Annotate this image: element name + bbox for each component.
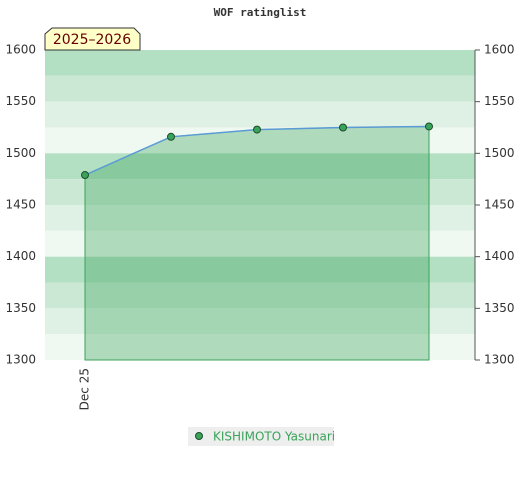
y-tick-label: 1550 [5,94,36,108]
legend-box [188,427,334,446]
y2-tick-label: 1350 [484,301,515,315]
band [45,205,475,231]
band [45,101,475,128]
band [45,75,475,102]
legend-label: KISHIMOTO Yasunari [213,430,335,444]
x-tick-label: Dec 25 [78,368,92,410]
y-tick-label: 1600 [5,43,36,57]
point [167,132,175,141]
y-tick-label: 1300 [5,353,36,367]
band [45,308,475,335]
y2-tick-label: 1450 [484,198,515,212]
badge: 2025–2026 [53,32,131,48]
band [45,153,475,180]
y-tick-label: 1400 [5,249,36,263]
legend-marker [195,432,203,440]
band [45,282,475,309]
area [84,125,430,361]
y2-tick-label: 1300 [484,353,515,367]
band [45,179,475,205]
band [45,230,475,257]
band [45,334,475,360]
badge-box [44,27,141,51]
y2-tick-label: 1600 [484,43,515,57]
point [81,171,89,180]
background-bands [45,50,475,360]
chart-title: WOF ratinglist [214,6,307,19]
y2-tick-label: 1500 [484,146,515,160]
band [45,256,475,283]
y-tick-label: 1450 [5,198,36,212]
point [339,123,347,132]
point [253,125,261,134]
point [425,122,433,131]
y-tick-label: 1500 [5,146,36,160]
y2-tick-label: 1550 [484,94,515,108]
y-tick-label: 1350 [5,301,36,315]
y2-tick-label: 1400 [484,249,515,263]
band [45,50,475,76]
